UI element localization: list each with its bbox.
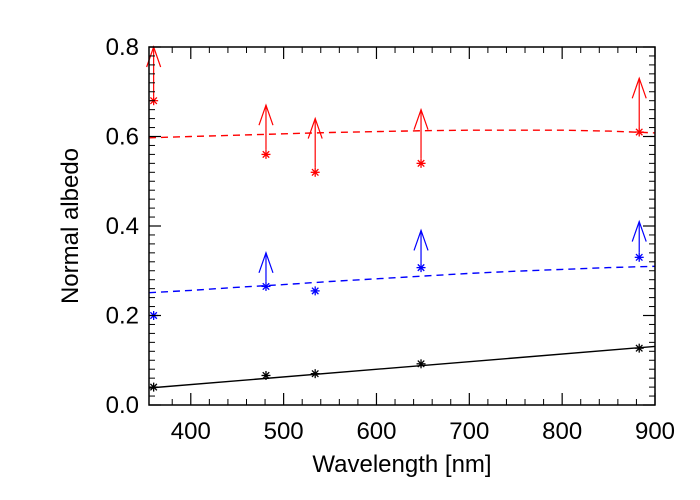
asterisk-stroke xyxy=(417,263,425,272)
x-tick-label: 600 xyxy=(356,418,396,445)
black-model-line xyxy=(148,345,656,389)
black-data-point xyxy=(310,369,320,379)
axis-ticks: 400 500 600 700 800 900 0.0 0.2 0.4 0.6 0.8 xyxy=(106,34,675,445)
y-tick-label: 0.0 xyxy=(106,392,139,419)
blue-lower-limit-arrow xyxy=(258,251,274,282)
asterisk-stroke xyxy=(262,371,270,380)
arrow-head xyxy=(413,107,429,130)
red-data-point xyxy=(261,149,271,159)
red-lower-limit-arrow xyxy=(631,76,647,128)
asterisk-stroke xyxy=(635,128,643,136)
plot-area xyxy=(146,45,656,392)
red-data-point xyxy=(416,158,426,168)
x-axis-label: Wavelength [nm] xyxy=(312,451,491,478)
y-axis-label: Normal albedo xyxy=(57,148,84,304)
black-data-point xyxy=(634,343,644,353)
plot-frame xyxy=(148,46,656,406)
x-tick-label: 800 xyxy=(542,418,582,445)
y-tick-label: 0.6 xyxy=(106,124,139,151)
black-data-point xyxy=(416,359,426,369)
red-data-point xyxy=(310,167,320,177)
y-tick-label: 0.4 xyxy=(106,213,139,240)
red-lower-limit-arrow xyxy=(307,116,323,168)
blue-data-point xyxy=(310,286,320,296)
arrow-head xyxy=(631,76,647,99)
asterisk-stroke xyxy=(311,168,319,176)
blue-data-point xyxy=(634,252,644,262)
blue-data-point xyxy=(416,263,426,273)
y-tick-label: 0.8 xyxy=(106,34,139,61)
arrow-head xyxy=(413,228,429,251)
arrow-head xyxy=(258,251,274,274)
red-lower-limit-arrow xyxy=(413,107,429,159)
arrow-head xyxy=(307,116,323,139)
red-model-line xyxy=(148,129,656,139)
asterisk-stroke xyxy=(262,282,270,291)
asterisk-stroke xyxy=(262,150,270,159)
x-tick-label: 500 xyxy=(264,418,304,445)
x-tick-label: 700 xyxy=(449,418,489,445)
asterisk-stroke xyxy=(635,344,643,352)
blue-lower-limit-arrow xyxy=(631,219,647,253)
asterisk-stroke xyxy=(417,159,425,168)
red-data-point xyxy=(634,127,644,137)
asterisk-stroke xyxy=(417,360,425,368)
blue-data-point xyxy=(261,281,271,291)
x-tick-label: 400 xyxy=(171,418,211,445)
black-data-point xyxy=(261,370,271,380)
asterisk-stroke xyxy=(311,369,319,378)
red-lower-limit-arrow xyxy=(258,103,274,150)
asterisk-stroke xyxy=(311,287,319,295)
y-tick-label: 0.2 xyxy=(106,303,139,330)
arrow-head xyxy=(258,103,274,126)
asterisk-stroke xyxy=(635,253,643,262)
arrow-head xyxy=(631,219,647,242)
x-tick-label: 900 xyxy=(635,418,675,445)
blue-lower-limit-arrow xyxy=(413,228,429,264)
blue-model-line xyxy=(148,265,656,294)
